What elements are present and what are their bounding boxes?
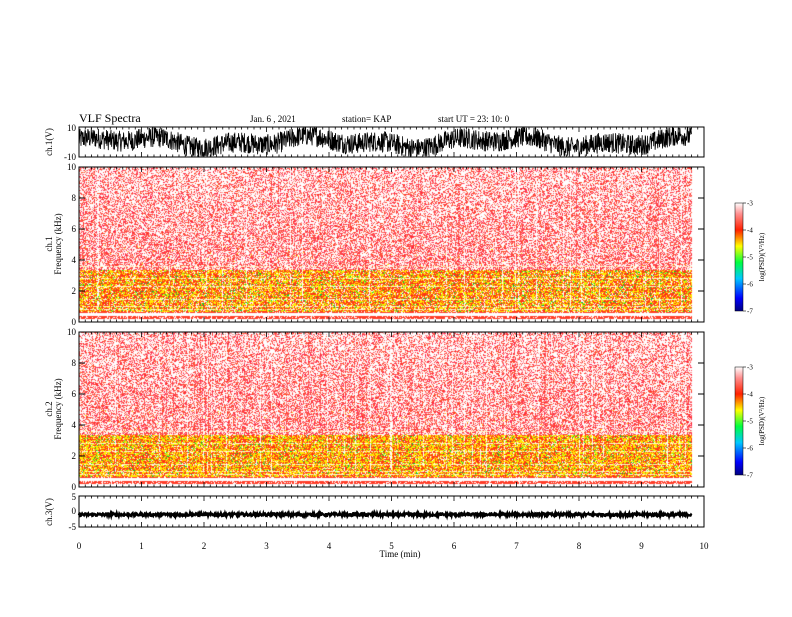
colorbar-tick-label: -5 xyxy=(747,254,753,262)
ch2-colorbar-label: log(PSD)(V²/Hz) xyxy=(758,396,766,445)
ch1-wave-ytick-bottom: -10 xyxy=(64,152,76,162)
time-tick-label: 8 xyxy=(577,541,582,551)
spec-ytick-label: 10 xyxy=(67,327,77,337)
time-tick-label: 4 xyxy=(327,541,332,551)
ch2-colorbar-ticks: -3 -4 -5 -6 -7 xyxy=(743,364,753,480)
ch3-waveform-panel: 5 0 -5 ch.3(V) xyxy=(44,492,705,532)
spec-ytick-label: 8 xyxy=(72,193,77,203)
ch1-waveform-line xyxy=(78,126,692,157)
station-label: station= KAP xyxy=(342,114,391,124)
time-axis-label: Time (min) xyxy=(380,549,421,559)
spec-ytick-label: 0 xyxy=(72,482,77,492)
ch1-spectrogram-image xyxy=(79,167,704,322)
ch3-wave-ytick-bottom: -5 xyxy=(69,522,77,532)
date-label: Jan. 6 , 2021 xyxy=(250,114,296,124)
ch3-wave-ytick-top: 5 xyxy=(72,492,77,502)
spec-ytick-label: 4 xyxy=(72,255,77,265)
ch1-spec-channel-label: ch.1 xyxy=(44,236,54,251)
time-tick-label: 0 xyxy=(77,541,82,551)
ch2-spec-ylabel: Frequency (kHz) xyxy=(53,378,63,439)
ch3-wave-ytick-mid: 0 xyxy=(72,506,77,516)
time-axis-tick-labels: 0 1 2 3 4 5 6 7 8 9 10 xyxy=(77,541,709,551)
spec-ytick-label: 2 xyxy=(72,451,77,461)
spec-ytick-label: 10 xyxy=(67,162,77,172)
time-tick-label: 2 xyxy=(202,541,207,551)
ch1-colorbar: -3 -4 -5 -6 -7 log(PSD)(V²/Hz) xyxy=(734,200,766,316)
colorbar-tick-label: -7 xyxy=(747,472,753,480)
spec-ytick-label: 4 xyxy=(72,420,77,430)
chart-title: VLF Spectra xyxy=(79,111,141,125)
colorbar-tick-label: -3 xyxy=(747,364,753,372)
ch3-waveform-line xyxy=(77,508,693,521)
colorbar-tick-label: -3 xyxy=(747,200,753,208)
colorbar-tick-label: -4 xyxy=(747,391,753,399)
ch2-spec-channel-label: ch.2 xyxy=(44,401,54,416)
ch1-spec-yticks: 0 2 4 6 8 10 xyxy=(67,162,704,327)
ch1-spec-ylabel: Frequency (kHz) xyxy=(53,213,63,274)
ch2-spectrogram-panel: ch.2 Frequency (kHz) 0 2 4 6 8 10 xyxy=(44,327,705,492)
ch1-spectrogram-image-holder xyxy=(79,167,704,322)
ch1-waveform-panel: 10 -10 ch.1(V) xyxy=(44,123,705,162)
time-tick-label: 1 xyxy=(139,541,144,551)
spec-ytick-label: 2 xyxy=(72,286,77,296)
ch1-spectrogram-panel: ch.1 Frequency (kHz) 0 2 4 6 8 10 xyxy=(44,162,705,327)
colorbar-tick-label: -7 xyxy=(747,308,753,316)
time-tick-label: 6 xyxy=(452,541,457,551)
spec-ytick-label: 6 xyxy=(72,224,77,234)
time-axis-ticks xyxy=(78,127,705,527)
ch1-colorbar-gradient xyxy=(734,202,744,312)
ch1-colorbar-ticks: -3 -4 -5 -6 -7 xyxy=(743,200,753,316)
spec-ytick-label: 8 xyxy=(72,358,77,368)
ch2-spectrogram-image xyxy=(79,332,704,487)
time-tick-label: 10 xyxy=(700,541,710,551)
ch2-spectrogram-image-holder xyxy=(79,332,704,487)
ch3-wave-ylabel: ch.3(V) xyxy=(44,498,54,526)
colorbar-tick-label: -6 xyxy=(747,445,753,453)
colorbar-tick-label: -4 xyxy=(747,227,753,235)
ch1-wave-ytick-top: 10 xyxy=(67,123,77,133)
time-tick-label: 5 xyxy=(389,541,394,551)
spec-ytick-label: 6 xyxy=(72,389,77,399)
spec-ytick-label: 0 xyxy=(72,317,77,327)
colorbar-tick-label: -6 xyxy=(747,281,753,289)
colorbar-tick-label: -5 xyxy=(747,418,753,426)
ch1-wave-ylabel: ch.1(V) xyxy=(44,128,54,156)
ch1-colorbar-label: log(PSD)(V²/Hz) xyxy=(758,232,766,281)
ch2-spec-yticks: 0 2 4 6 8 10 xyxy=(67,327,704,492)
ch2-colorbar: -3 -4 -5 -6 -7 log(PSD)(V²/Hz) xyxy=(734,364,766,480)
ch2-colorbar-gradient xyxy=(734,366,744,476)
start-time-label: start UT = 23: 10: 0 xyxy=(438,114,510,124)
time-tick-label: 3 xyxy=(264,541,269,551)
time-tick-label: 7 xyxy=(514,541,519,551)
time-tick-label: 9 xyxy=(639,541,644,551)
